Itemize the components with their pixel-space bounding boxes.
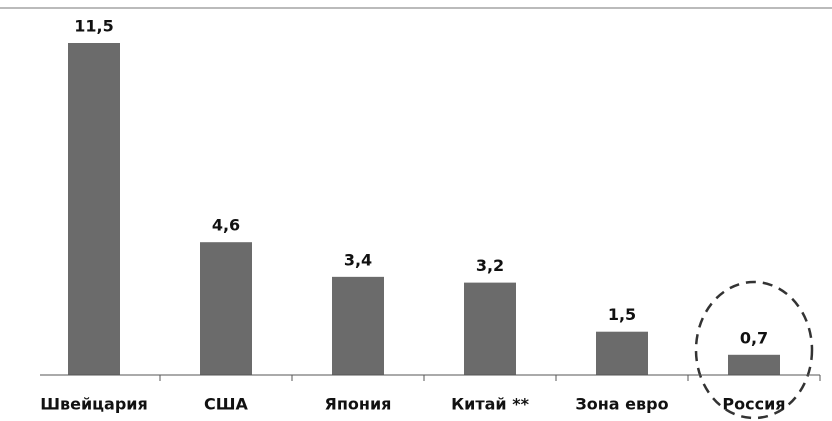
bar: [200, 242, 252, 375]
x-tick-label: Россия: [722, 395, 785, 414]
highlight-ellipse: [694, 280, 814, 420]
bar: [332, 276, 384, 375]
bar: [68, 43, 120, 375]
x-tick-label: Швейцария: [40, 395, 148, 414]
value-label: 3,2: [476, 256, 504, 275]
x-tick-label: Китай **: [451, 395, 530, 414]
value-label: 1,5: [608, 305, 636, 324]
value-label: 3,4: [344, 250, 372, 269]
value-label: 4,6: [212, 216, 240, 235]
bar: [728, 354, 780, 375]
value-label: 11,5: [74, 17, 113, 36]
x-tick-label: США: [204, 395, 249, 414]
x-tick-label: Япония: [325, 395, 392, 414]
bar: [464, 282, 516, 375]
value-label: 0,7: [740, 328, 768, 347]
bar: [596, 331, 648, 375]
x-tick-label: Зона евро: [575, 395, 668, 414]
